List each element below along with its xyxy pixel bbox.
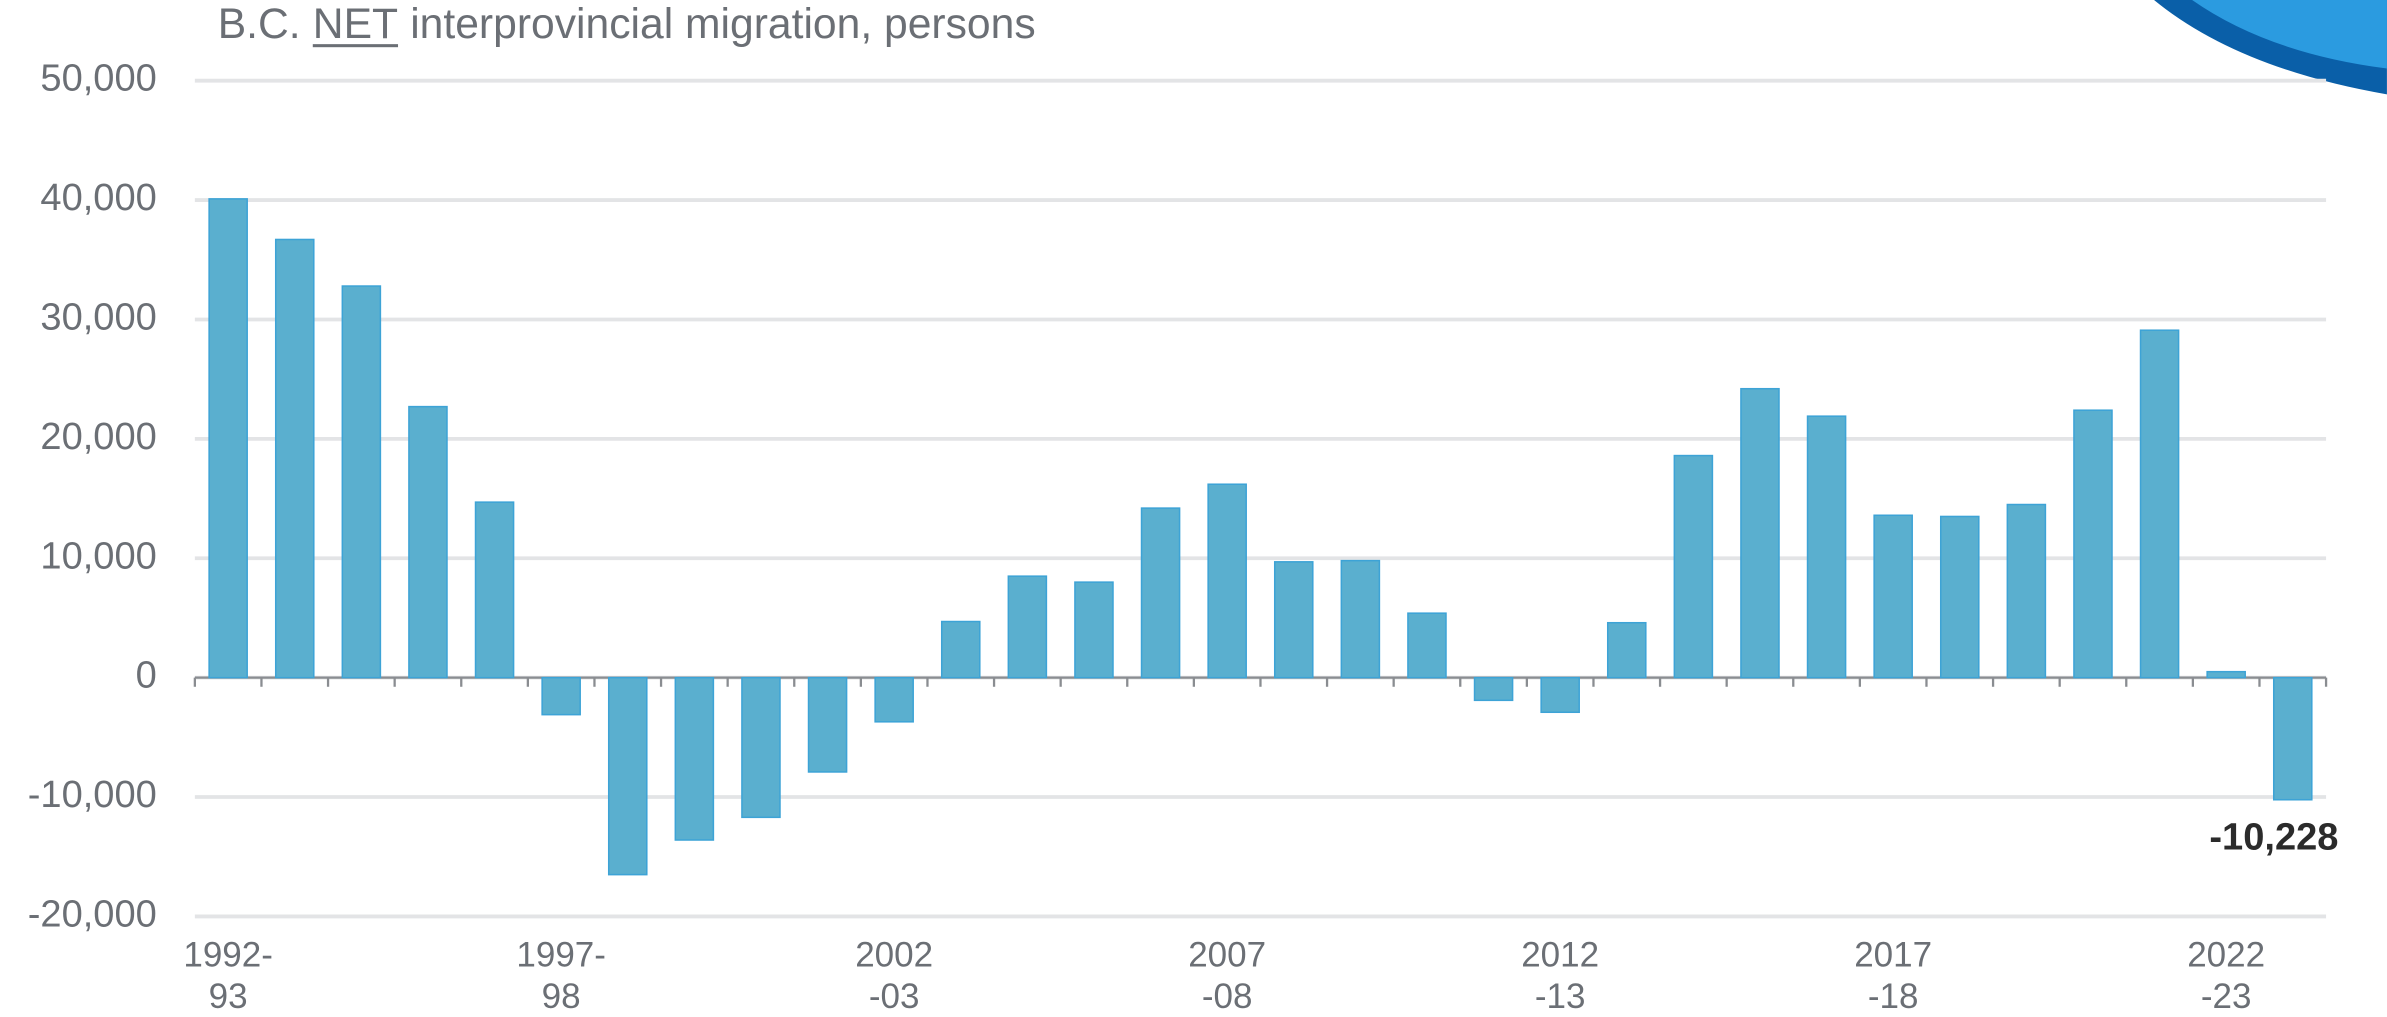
y-tick-label: 50,000 (40, 58, 156, 100)
bar (675, 678, 713, 840)
bar (875, 678, 913, 722)
bar (2207, 672, 2245, 678)
bar (2074, 410, 2112, 677)
bar (1608, 623, 1646, 678)
value-label: -10,228 (2209, 816, 2338, 858)
y-tick-label: -10,000 (28, 774, 157, 816)
x-tick-label: 1997- 98 (470, 935, 653, 1017)
y-tick-label: -20,000 (28, 893, 157, 935)
x-tick-label: 2002 -03 (803, 935, 986, 1017)
bar (1008, 576, 1046, 677)
bar (1541, 678, 1579, 713)
chart-title: B.C. NET interprovincial migration, person… (218, 0, 1048, 49)
page: {"chart_data": {"type": "bar", "title": … (0, 0, 2387, 1016)
x-tick-label: 2012 -13 (1469, 935, 1652, 1017)
bar (1275, 562, 1313, 678)
bar (542, 678, 580, 715)
bar (1208, 484, 1246, 677)
bar (1941, 516, 1979, 677)
bar (476, 502, 514, 678)
bar (1741, 389, 1779, 678)
bar (2007, 505, 2045, 678)
y-tick-label: 0 (136, 655, 157, 697)
x-tick-label: 2007 -08 (1136, 935, 1319, 1017)
x-tick-label: 2017 -18 (1802, 935, 1985, 1017)
bar (742, 678, 780, 818)
bar (1341, 561, 1379, 678)
y-tick-label: 10,000 (40, 535, 156, 577)
bar (2141, 330, 2179, 677)
title-part: B.C. (218, 0, 301, 47)
bar (209, 199, 247, 678)
bar (609, 678, 647, 875)
bar (2274, 678, 2312, 800)
bar (1408, 613, 1446, 677)
bar (809, 678, 847, 772)
bar (1674, 456, 1712, 678)
chart-svg: -20,000 -10,000 0 10,000 20,000 30,000 40,000 5… (0, 0, 2387, 1015)
bar (942, 622, 980, 678)
chart: -20,000 -10,000 0 10,000 20,000 30,000 40,000 5… (0, 0, 2387, 1015)
title-part: interprovincial migration, persons (410, 0, 1035, 47)
bar (409, 407, 447, 678)
x-tick-label: 1992- 93 (137, 935, 320, 1017)
bar (276, 239, 314, 677)
bar (1142, 508, 1180, 678)
y-tick-label: 40,000 (40, 177, 156, 219)
title-part: NET (313, 0, 398, 47)
bar (1874, 515, 1912, 677)
y-tick-label: 30,000 (40, 297, 156, 339)
bar (1075, 582, 1113, 678)
bar (1475, 678, 1513, 701)
x-tick-label: 2022 -23 (2135, 935, 2318, 1017)
y-tick-label: 20,000 (40, 416, 156, 458)
bar (342, 286, 380, 678)
bar (1808, 416, 1846, 677)
